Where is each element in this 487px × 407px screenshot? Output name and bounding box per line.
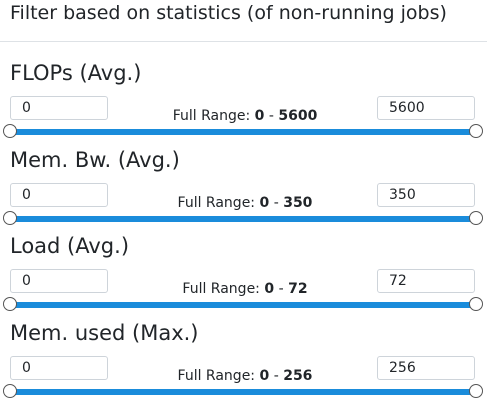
filter-load-avg: Load (Avg.) Full Range: 0 - 72 <box>0 234 487 320</box>
range-max-label: 256 <box>283 368 313 384</box>
max-value-input[interactable] <box>377 269 475 293</box>
range-slider-track[interactable] <box>10 129 476 135</box>
range-max-label: 72 <box>288 281 308 297</box>
range-slider-min-handle[interactable] <box>3 211 17 225</box>
modal-title: Filter based on statistics (of non-runni… <box>10 2 447 24</box>
range-slider-max-handle[interactable] <box>469 211 483 225</box>
full-range-text: Full Range: 0 - 72 <box>120 280 370 298</box>
filter-flops-avg: FLOPs (Avg.) Full Range: 0 - 5600 <box>0 61 487 147</box>
full-range-text: Full Range: 0 - 256 <box>120 367 370 385</box>
range-min-label: 0 <box>259 368 270 384</box>
range-separator: - <box>278 281 284 297</box>
full-range-text: Full Range: 0 - 5600 <box>120 107 370 125</box>
range-separator: - <box>268 108 274 124</box>
range-slider-max-handle[interactable] <box>469 297 483 311</box>
range-separator: - <box>273 195 279 211</box>
range-min-label: 0 <box>254 108 265 124</box>
range-min-label: 0 <box>259 195 270 211</box>
range-slider-max-handle[interactable] <box>469 384 483 398</box>
range-slider-min-handle[interactable] <box>3 384 17 398</box>
filter-label: Mem. Bw. (Avg.) <box>10 148 180 172</box>
range-slider-track[interactable] <box>10 302 476 308</box>
filter-mem-used-max: Mem. used (Max.) Full Range: 0 - 256 <box>0 321 487 407</box>
range-max-label: 5600 <box>278 108 318 124</box>
full-range-prefix: Full Range: <box>177 368 256 384</box>
range-min-label: 0 <box>264 281 275 297</box>
filter-label: Mem. used (Max.) <box>10 321 199 345</box>
range-slider-min-handle[interactable] <box>3 124 17 138</box>
max-value-input[interactable] <box>377 183 475 207</box>
max-value-input[interactable] <box>377 356 475 380</box>
filter-label: Load (Avg.) <box>10 234 130 258</box>
min-value-input[interactable] <box>10 356 108 380</box>
range-separator: - <box>273 368 279 384</box>
range-slider-track[interactable] <box>10 389 476 395</box>
full-range-prefix: Full Range: <box>182 281 260 297</box>
max-value-input[interactable] <box>377 96 475 120</box>
min-value-input[interactable] <box>10 269 108 293</box>
range-slider-track[interactable] <box>10 216 476 222</box>
range-slider-max-handle[interactable] <box>469 124 483 138</box>
modal-header: Filter based on statistics (of non-runni… <box>0 0 487 42</box>
filter-label: FLOPs (Avg.) <box>10 61 142 85</box>
full-range-prefix: Full Range: <box>172 108 251 124</box>
full-range-text: Full Range: 0 - 350 <box>120 194 370 212</box>
range-slider-min-handle[interactable] <box>3 297 17 311</box>
full-range-prefix: Full Range: <box>177 195 256 211</box>
min-value-input[interactable] <box>10 183 108 207</box>
filter-mem-bw-avg: Mem. Bw. (Avg.) Full Range: 0 - 350 <box>0 148 487 234</box>
range-max-label: 350 <box>283 195 313 211</box>
min-value-input[interactable] <box>10 96 108 120</box>
